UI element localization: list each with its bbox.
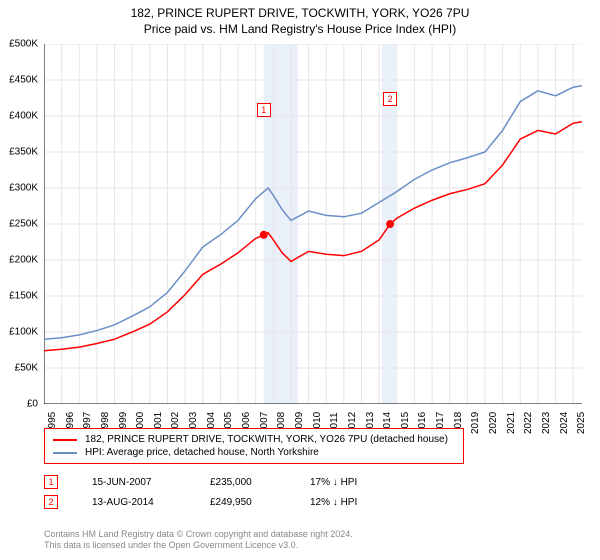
event-marker-icon: 1 [44, 475, 58, 489]
footer-attribution: Contains HM Land Registry data © Crown c… [44, 529, 353, 552]
event-date: 13-AUG-2014 [92, 497, 176, 508]
x-axis-label: 2025 [576, 412, 587, 434]
legend-swatch [53, 452, 77, 454]
chart-area: £0£50K£100K£150K£200K£250K£300K£350K£400… [44, 44, 582, 404]
y-axis-label: £0 [0, 399, 38, 410]
legend-swatch [53, 439, 77, 441]
y-axis-label: £100K [0, 327, 38, 338]
x-axis-label: 2023 [541, 412, 552, 434]
x-axis-label: 2022 [523, 412, 534, 434]
price-chart [44, 44, 582, 404]
y-axis-label: £250K [0, 219, 38, 230]
x-axis-label: 2021 [506, 412, 517, 434]
event-hpi-diff: 12% ↓ HPI [310, 497, 390, 508]
y-axis-label: £200K [0, 255, 38, 266]
y-axis-label: £500K [0, 39, 38, 50]
x-axis-label: 2024 [559, 412, 570, 434]
footer-line: Contains HM Land Registry data © Crown c… [44, 529, 353, 541]
legend-item-hpi: HPI: Average price, detached house, Nort… [53, 446, 455, 459]
event-price: £235,000 [210, 477, 276, 488]
sale-events-table: 1 15-JUN-2007 £235,000 17% ↓ HPI 2 13-AU… [44, 472, 582, 512]
legend-item-property: 182, PRINCE RUPERT DRIVE, TOCKWITH, YORK… [53, 433, 455, 446]
footer-line: This data is licensed under the Open Gov… [44, 540, 353, 552]
y-axis-label: £50K [0, 363, 38, 374]
y-axis-label: £300K [0, 183, 38, 194]
sale-event-row: 2 13-AUG-2014 £249,950 12% ↓ HPI [44, 492, 582, 512]
chart-title-subtitle: Price paid vs. HM Land Registry's House … [0, 20, 600, 36]
y-axis-label: £400K [0, 111, 38, 122]
y-axis-label: £350K [0, 147, 38, 158]
sale-event-row: 1 15-JUN-2007 £235,000 17% ↓ HPI [44, 472, 582, 492]
event-hpi-diff: 17% ↓ HPI [310, 477, 390, 488]
x-axis-label: 2019 [470, 412, 481, 434]
event-date: 15-JUN-2007 [92, 477, 176, 488]
chart-marker-label: 2 [383, 92, 397, 106]
legend-label: HPI: Average price, detached house, Nort… [85, 447, 319, 458]
legend: 182, PRINCE RUPERT DRIVE, TOCKWITH, YORK… [44, 428, 464, 464]
y-axis-label: £450K [0, 75, 38, 86]
event-marker-icon: 2 [44, 495, 58, 509]
event-price: £249,950 [210, 497, 276, 508]
x-axis-label: 2020 [488, 412, 499, 434]
chart-title-address: 182, PRINCE RUPERT DRIVE, TOCKWITH, YORK… [0, 0, 600, 20]
y-axis-label: £150K [0, 291, 38, 302]
chart-marker-label: 1 [257, 103, 271, 117]
legend-label: 182, PRINCE RUPERT DRIVE, TOCKWITH, YORK… [85, 434, 448, 445]
